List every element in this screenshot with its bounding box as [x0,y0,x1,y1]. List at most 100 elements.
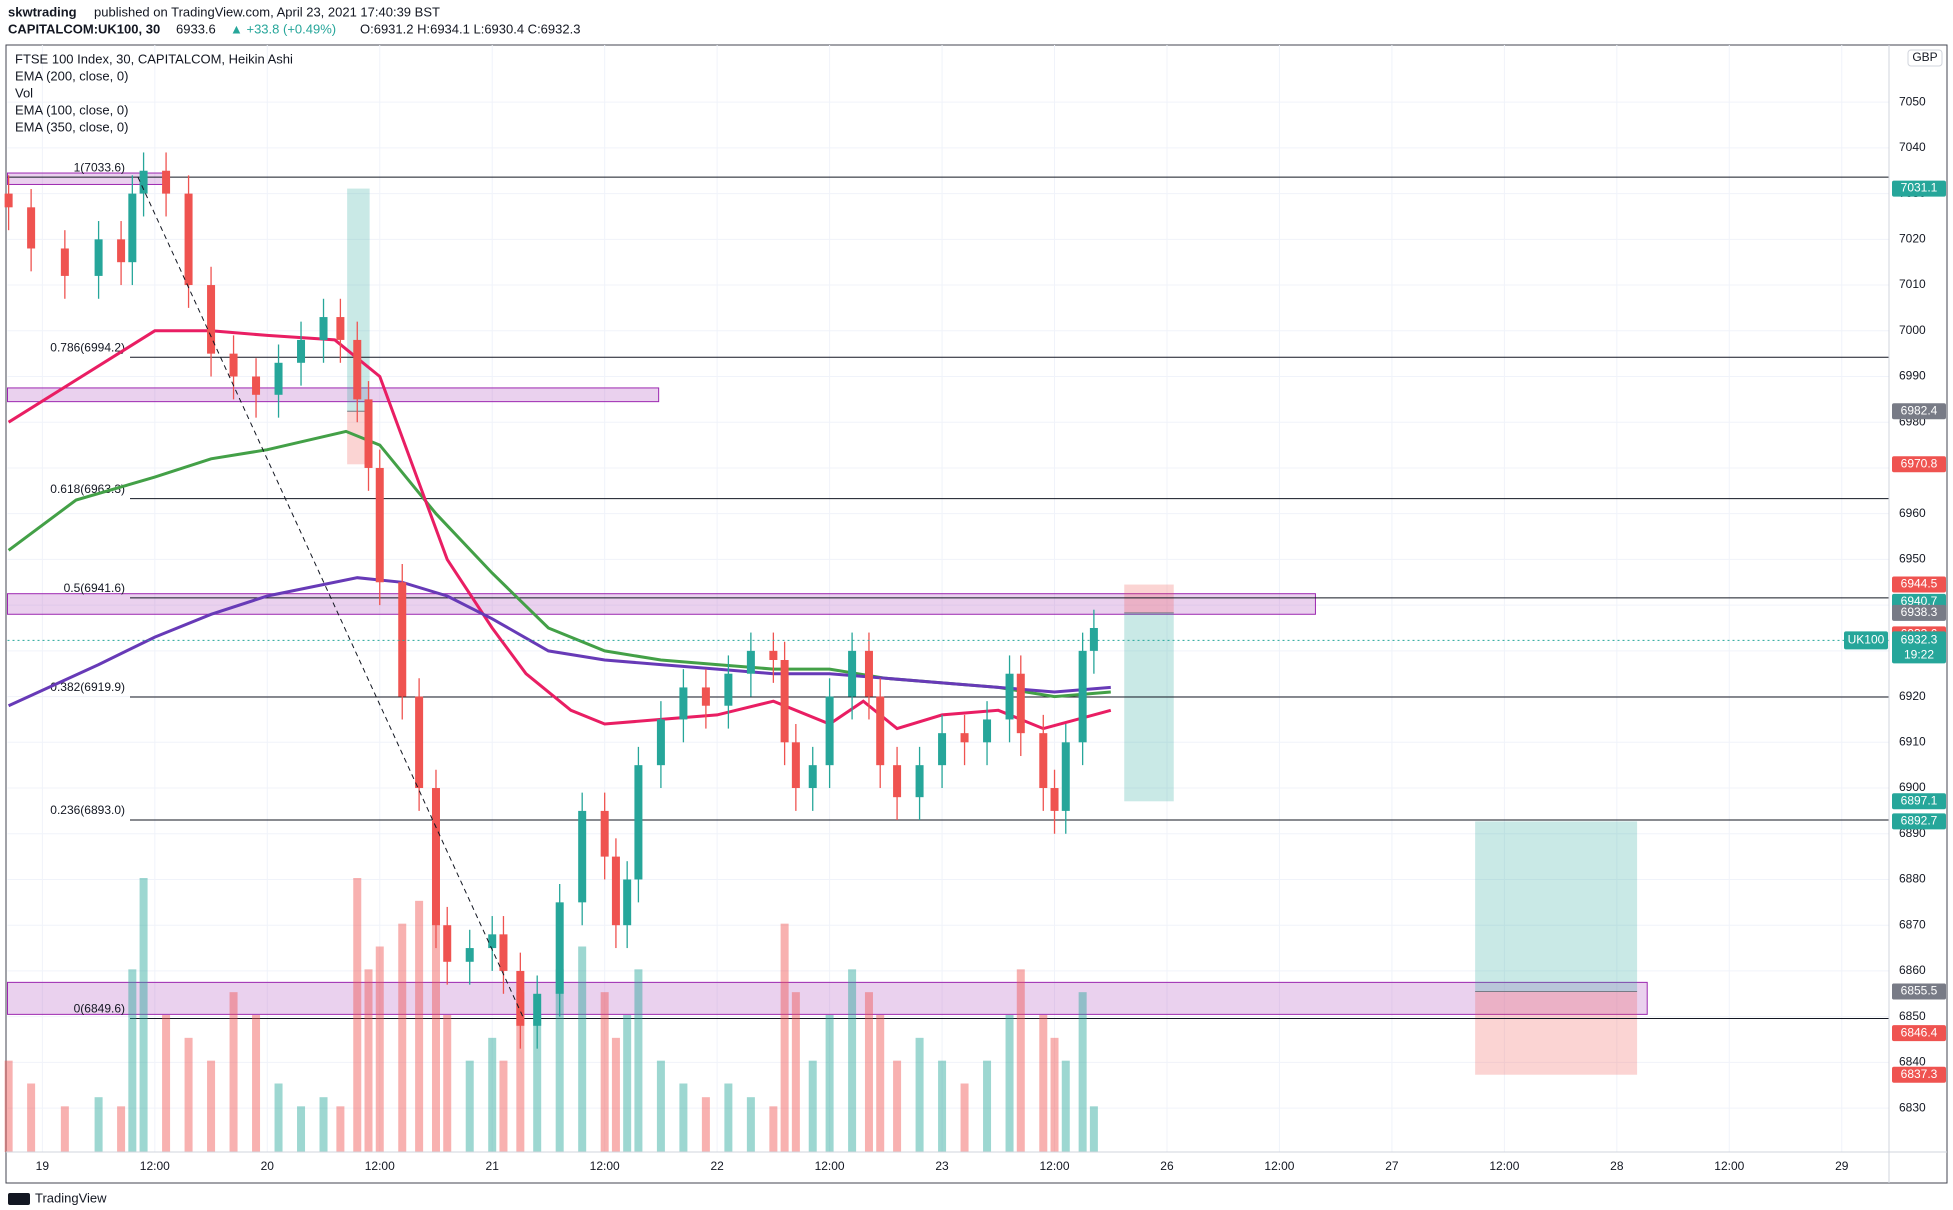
x-tick-label: 23 [935,1159,949,1173]
volume-bar [983,1060,992,1152]
candle-body [780,660,789,743]
x-tick-label: 12:00 [1040,1159,1070,1173]
candle-body [769,650,778,660]
volume-bar [1050,1037,1059,1152]
volume-bar [1061,1060,1070,1152]
candle-body [876,696,885,766]
volume-bar [465,1060,474,1152]
volume-bar [94,1097,103,1152]
volume-bar [128,969,137,1152]
legend-entry: EMA (100, close, 0) [15,102,128,117]
price-label: 6982.4 [1901,403,1938,417]
candle-body [746,650,755,674]
change: ▲ +33.8 (+0.49%) [230,21,336,36]
tv-logo [8,1193,30,1205]
x-tick-label: 12:00 [1264,1159,1294,1173]
candle-body [808,765,817,789]
candle-body [611,856,620,926]
candle-body [274,362,283,395]
y-tick-label: 6860 [1899,963,1926,977]
volume-bar [808,1060,817,1152]
candle-body [1089,627,1098,651]
price-label-box [1892,793,1946,810]
y-tick-label: 7000 [1899,323,1926,337]
y-tick-label: 6840 [1899,1055,1926,1069]
volume-bar [600,992,609,1152]
candle-body [848,650,857,697]
volume-bar [162,1015,171,1152]
candle-body [578,810,587,903]
fib-label: 0(6849.6) [74,1002,125,1016]
volume-bar [60,1106,69,1152]
candle-body [983,719,992,743]
x-tick-label: 12:00 [815,1159,845,1173]
price-label-box [1892,813,1946,830]
logo-mark [8,1193,30,1205]
candle-body [415,696,424,789]
volume-bar [938,1060,947,1152]
candle-body [117,239,126,263]
x-tick-label: 28 [1610,1159,1624,1173]
volume-bar [893,1060,902,1152]
y-tick-label: 6880 [1899,872,1926,886]
x-tick-label: 27 [1385,1159,1399,1173]
candle-body [634,765,643,880]
candle-body [1039,733,1048,789]
fib-label: 0.5(6941.6) [64,581,125,595]
y-tick-label: 7010 [1899,277,1926,291]
candle-body [938,733,947,766]
x-tick-label: 12:00 [1489,1159,1519,1173]
candle-body [336,317,345,340]
x-tick-label: 26 [1160,1159,1174,1173]
candle-body [533,993,542,1026]
volume-bar [353,878,362,1152]
y-tick-label: 6950 [1899,552,1926,566]
candle-body [488,934,497,949]
legend-entry: EMA (350, close, 0) [15,119,128,134]
candle-body [184,193,193,286]
position-target [1124,612,1174,802]
volume-bar [876,1015,885,1152]
fib-label: 0.786(6994.2) [50,340,125,354]
zone [7,387,660,403]
plot-area: 1(7033.6)0.786(6994.2)0.618(6963.3)0.5(6… [4,45,1889,1152]
legend-entry: EMA (200, close, 0) [15,68,128,83]
price-label: 6938.3 [1901,605,1938,619]
symbol-tag-box [1844,631,1888,650]
candle-body [1016,673,1025,734]
volume-bar [1078,992,1087,1152]
price-label-box [1892,1025,1946,1042]
y-tick-label: 6920 [1899,689,1926,703]
symbol: CAPITALCOM:UK100, 30 [8,21,160,36]
candle-body [364,399,373,468]
volume-bar [1016,969,1025,1152]
fib-trend-line [137,176,525,1019]
fib-label: 1(7033.6) [74,160,125,174]
volume-bar [611,1037,620,1152]
currency-box[interactable] [1907,49,1943,67]
publisher-user: skwtrading [8,4,77,19]
y-tick-label: 6870 [1899,917,1926,931]
volume-bar [1005,1015,1014,1152]
legend-entry: Vol [15,85,33,100]
volume-bar [252,1015,261,1152]
price-label: 6940.7 [1901,594,1938,608]
position-stop [1475,991,1638,1075]
candle-body [353,339,362,400]
x-tick-label: 22 [710,1159,724,1173]
volume-bar [431,923,440,1152]
price-label: 6892.7 [1901,814,1938,828]
price-label-box [1892,456,1946,473]
candle-body [162,170,171,194]
candle-body [915,765,924,798]
candle-body [600,810,609,857]
price-label: 6837.3 [1901,1067,1938,1081]
y-tick-label: 7040 [1899,140,1926,154]
position-stop [1124,584,1174,613]
y-tick-label: 6890 [1899,826,1926,840]
candle-body [128,193,137,263]
fib-label: 0.236(6893.0) [50,803,125,817]
candle-body [960,733,969,743]
chart-frame [5,44,1948,1184]
